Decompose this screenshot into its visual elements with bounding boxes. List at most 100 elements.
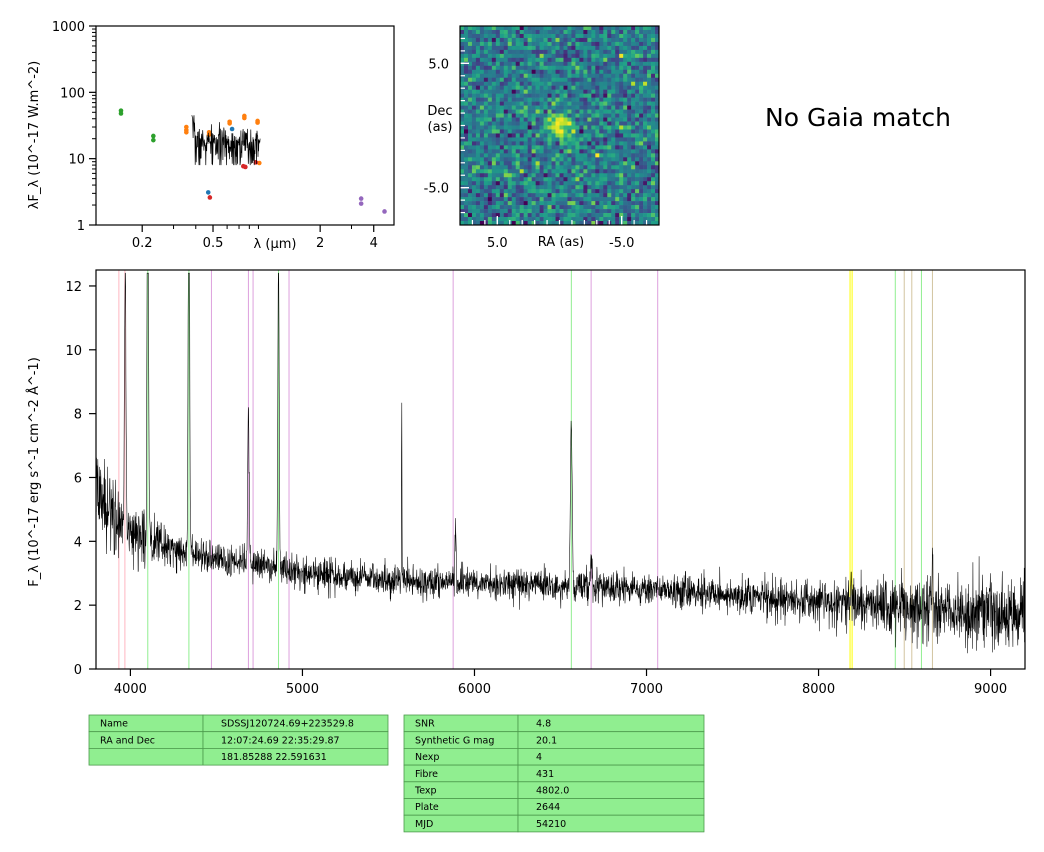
image-pixel bbox=[555, 133, 560, 138]
image-pixel bbox=[615, 89, 620, 94]
image-pixel bbox=[463, 33, 469, 39]
image-pixel bbox=[503, 77, 509, 83]
image-pixel bbox=[631, 89, 636, 94]
image-pixel bbox=[651, 61, 656, 67]
image-pixel bbox=[551, 145, 556, 150]
image-pixel bbox=[603, 213, 608, 218]
image-pixel bbox=[531, 141, 536, 146]
image-pixel bbox=[627, 69, 632, 75]
image-pixel bbox=[651, 69, 656, 75]
image-pixel bbox=[571, 125, 576, 130]
image-pixel bbox=[619, 33, 624, 39]
image-pixel bbox=[523, 113, 528, 118]
image-pixel bbox=[587, 85, 592, 90]
image-pixel bbox=[460, 153, 465, 158]
image-pixel bbox=[635, 77, 640, 83]
image-pixel bbox=[583, 197, 588, 202]
image-pixel bbox=[567, 109, 572, 114]
image-pixel bbox=[555, 201, 560, 206]
image-pixel bbox=[483, 113, 489, 118]
image-pixel bbox=[607, 85, 612, 90]
image-pixel bbox=[499, 77, 505, 83]
image-pixel bbox=[639, 121, 644, 126]
image-pixel bbox=[491, 113, 497, 118]
image-pixel bbox=[655, 129, 660, 134]
image-pixel bbox=[475, 69, 481, 75]
image-pixel bbox=[543, 69, 548, 75]
image-pixel bbox=[643, 145, 648, 150]
image-pixel bbox=[587, 33, 592, 39]
image-pixel bbox=[591, 65, 596, 71]
image-pixel bbox=[551, 57, 556, 63]
image-pixel bbox=[523, 185, 528, 190]
image-pixel bbox=[491, 85, 497, 90]
image-pixel bbox=[515, 149, 520, 154]
image-pixel bbox=[627, 133, 632, 138]
image-pixel bbox=[635, 133, 640, 138]
image-pixel bbox=[607, 133, 612, 138]
image-pixel bbox=[463, 221, 469, 226]
image-pixel bbox=[559, 49, 564, 55]
image-pixel bbox=[515, 193, 520, 198]
image-pixel bbox=[627, 93, 632, 98]
image-pixel bbox=[483, 53, 489, 59]
image-pixel bbox=[523, 85, 528, 90]
image-pixel bbox=[547, 125, 552, 130]
image-pixel bbox=[563, 149, 568, 154]
image-pixel bbox=[575, 185, 580, 190]
image-pixel bbox=[571, 113, 576, 118]
image-pixel bbox=[467, 65, 473, 71]
image-pixel bbox=[583, 65, 588, 71]
image-pixel bbox=[511, 117, 517, 122]
image-pixel bbox=[615, 41, 620, 47]
image-pixel bbox=[523, 125, 528, 130]
image-pixel bbox=[483, 121, 489, 126]
image-pixel bbox=[555, 57, 560, 63]
image-pixel bbox=[503, 117, 509, 122]
image-pixel bbox=[460, 205, 465, 210]
image-pixel bbox=[467, 193, 473, 198]
image-pixel bbox=[639, 213, 644, 218]
image-frame bbox=[459, 25, 660, 226]
image-pixel bbox=[499, 133, 505, 138]
image-pixel bbox=[535, 209, 540, 214]
image-pixel bbox=[507, 173, 513, 178]
image-pixel bbox=[655, 185, 660, 190]
image-pixel bbox=[583, 125, 588, 130]
image-pixel bbox=[619, 165, 624, 170]
image-pixel bbox=[491, 61, 497, 67]
image-pixel bbox=[571, 165, 576, 170]
image-pixel bbox=[563, 189, 568, 194]
image-pixel bbox=[591, 73, 596, 79]
image-pixel bbox=[511, 133, 517, 138]
image-pixel bbox=[655, 29, 660, 35]
image-pixel bbox=[595, 209, 600, 214]
image-pixel bbox=[651, 26, 656, 31]
image-pixel bbox=[467, 157, 473, 162]
image-heatmap bbox=[460, 26, 660, 226]
image-pixel bbox=[547, 197, 552, 202]
image-pixel bbox=[643, 137, 648, 142]
image-pixel bbox=[523, 109, 528, 114]
image-pixel bbox=[555, 93, 560, 98]
image-pixel bbox=[523, 133, 528, 138]
image-pixel bbox=[519, 65, 524, 71]
image-pixel bbox=[463, 129, 469, 134]
image-pixel bbox=[615, 205, 620, 210]
image-pixel bbox=[639, 45, 644, 51]
image-pixel bbox=[475, 161, 481, 166]
image-pixel bbox=[495, 89, 501, 94]
image-pixel bbox=[475, 193, 481, 198]
image-pixel bbox=[619, 29, 624, 35]
table-left-value: 181.85288 22.591631 bbox=[221, 752, 327, 763]
image-pixel bbox=[595, 161, 600, 166]
image-pixel bbox=[463, 93, 469, 98]
image-pixel bbox=[503, 41, 509, 47]
image-pixel bbox=[583, 37, 588, 43]
image-pixel bbox=[463, 69, 469, 75]
image-pixel bbox=[611, 165, 616, 170]
image-pixel bbox=[463, 165, 469, 170]
image-pixel bbox=[599, 121, 604, 126]
image-pixel bbox=[491, 157, 497, 162]
